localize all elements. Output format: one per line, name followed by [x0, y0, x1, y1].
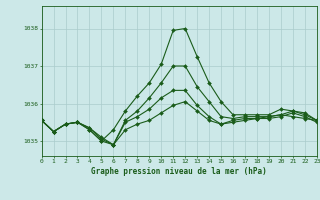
X-axis label: Graphe pression niveau de la mer (hPa): Graphe pression niveau de la mer (hPa) [91, 167, 267, 176]
